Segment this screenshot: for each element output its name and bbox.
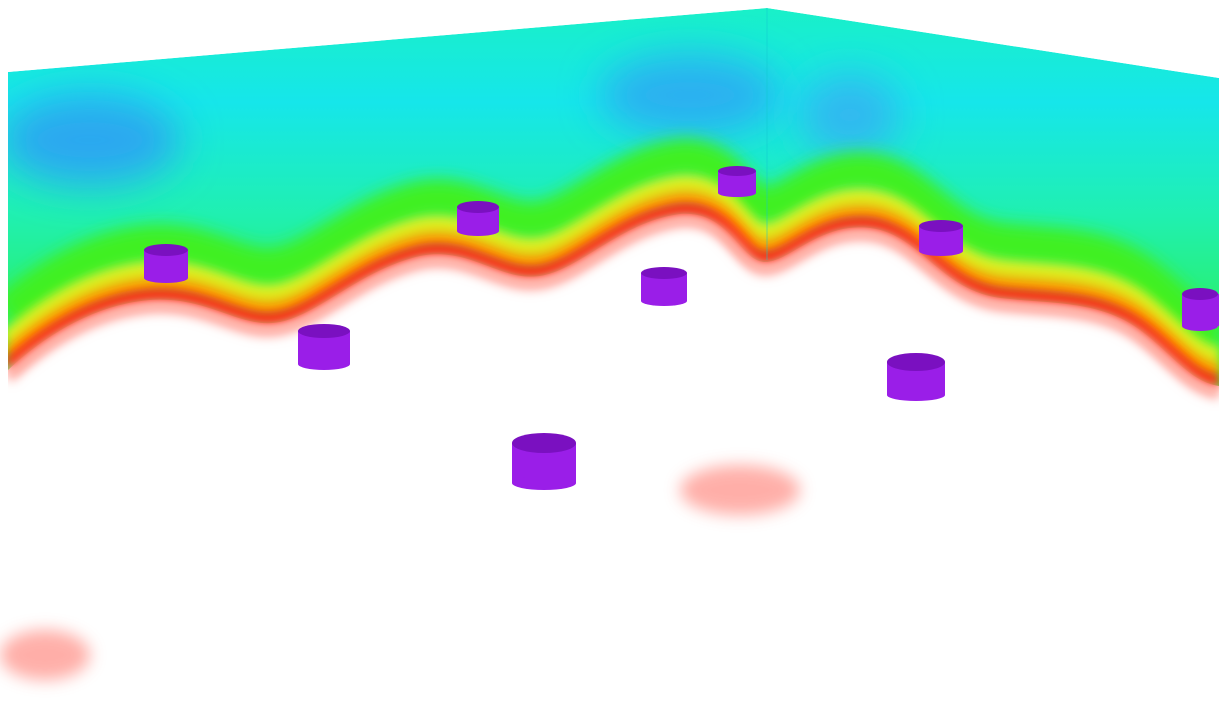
cylinder bbox=[457, 201, 499, 236]
cylinder bbox=[718, 166, 756, 197]
floor-patch bbox=[0, 630, 90, 680]
cold-patch bbox=[800, 75, 900, 155]
cold-patch bbox=[600, 55, 780, 135]
cylinder bbox=[144, 244, 188, 283]
cylinder bbox=[1182, 288, 1219, 331]
cylinder bbox=[887, 353, 945, 401]
cylinders bbox=[144, 166, 1219, 490]
cylinder bbox=[298, 324, 350, 370]
cylinder bbox=[641, 267, 687, 306]
cold-patch bbox=[8, 95, 180, 185]
cylinder bbox=[512, 433, 576, 490]
floor-patch bbox=[680, 465, 800, 515]
walls bbox=[8, 8, 1219, 394]
cylinder bbox=[919, 220, 963, 256]
